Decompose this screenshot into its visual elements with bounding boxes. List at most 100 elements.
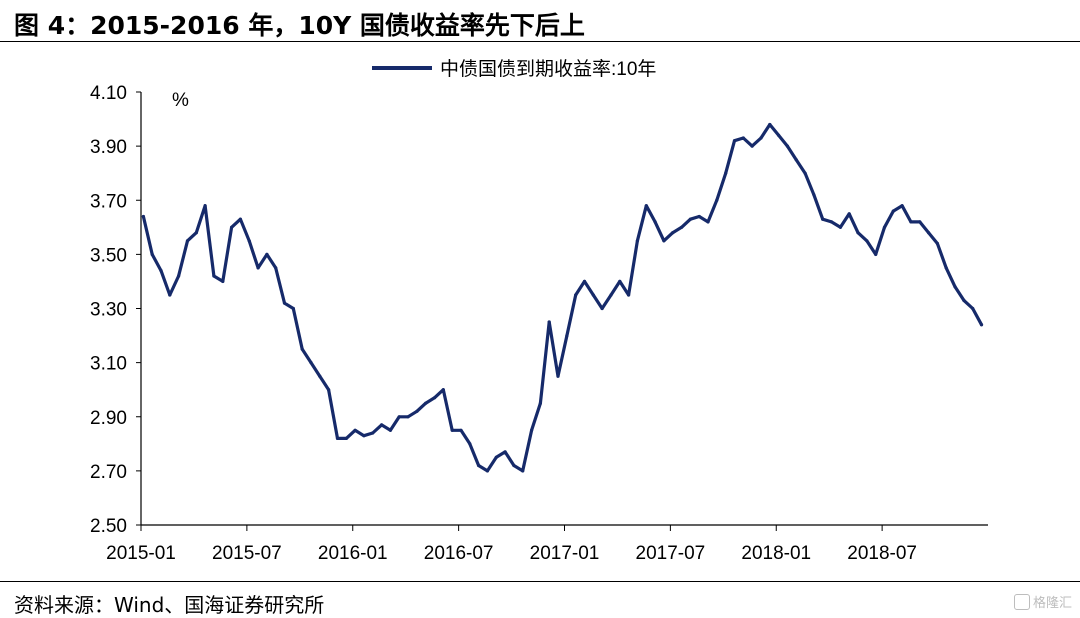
data-point xyxy=(300,347,304,351)
y-tick-label: 3.30 xyxy=(90,300,127,321)
watermark-text: 格隆汇 xyxy=(1032,596,1072,611)
x-tick-label: 2017-01 xyxy=(530,543,600,564)
data-point xyxy=(927,231,931,235)
data-point xyxy=(530,428,534,432)
y-tick-label: 3.70 xyxy=(90,191,127,212)
data-point xyxy=(909,220,913,224)
data-point xyxy=(185,239,190,243)
x-tick-label: 2016-07 xyxy=(424,543,494,564)
data-point xyxy=(794,158,798,162)
legend: 中债国债到期收益率:10年 xyxy=(372,58,656,80)
title-rule xyxy=(0,41,1080,42)
data-point xyxy=(785,144,790,148)
data-point xyxy=(680,225,684,229)
data-point xyxy=(803,171,807,175)
data-point xyxy=(512,463,516,468)
data-point xyxy=(441,388,445,392)
data-point xyxy=(150,252,154,256)
x-tick-label: 2018-01 xyxy=(741,543,811,564)
data-point xyxy=(371,431,375,435)
data-point xyxy=(238,217,242,221)
data-point xyxy=(485,469,489,473)
axes xyxy=(140,92,988,526)
data-point xyxy=(618,279,622,283)
x-tick-label: 2016-01 xyxy=(318,543,388,564)
y-tick-label: 2.70 xyxy=(90,462,127,483)
watermark: 格隆汇 xyxy=(1013,592,1072,611)
data-point xyxy=(715,198,719,202)
data-point xyxy=(291,306,295,311)
data-point xyxy=(953,285,957,289)
data-point xyxy=(935,241,940,246)
series-line xyxy=(141,122,984,473)
x-axis-ticks: 2015-01 2015-07 2016-01 2016-07 2017-01 2017-… xyxy=(106,525,917,564)
data-point xyxy=(327,388,331,392)
watermark-logo-icon xyxy=(1013,593,1030,610)
data-point xyxy=(856,231,860,235)
data-point xyxy=(882,225,887,229)
data-point xyxy=(962,298,966,302)
data-point xyxy=(344,436,348,440)
data-point xyxy=(397,415,401,419)
data-point xyxy=(662,239,666,243)
data-point xyxy=(971,306,975,311)
y-tick-label: 3.90 xyxy=(90,137,127,158)
data-point xyxy=(671,231,675,235)
data-point xyxy=(635,239,640,243)
data-point xyxy=(468,442,472,446)
data-point xyxy=(741,136,745,140)
data-point xyxy=(591,293,595,297)
data-point xyxy=(415,409,419,413)
data-point xyxy=(900,204,904,208)
data-point xyxy=(865,239,869,243)
x-tick-label: 2018-07 xyxy=(847,543,917,564)
data-point xyxy=(380,423,384,427)
data-point xyxy=(653,220,657,224)
data-point xyxy=(212,274,216,278)
data-point xyxy=(979,323,984,327)
data-point xyxy=(918,220,922,224)
data-point xyxy=(274,266,278,270)
data-point xyxy=(565,334,569,338)
data-point xyxy=(406,415,410,419)
data-point xyxy=(706,220,710,224)
data-point xyxy=(732,139,737,143)
data-point xyxy=(221,279,225,283)
y-tick-label: 3.10 xyxy=(90,354,127,375)
data-point xyxy=(141,214,145,219)
data-point xyxy=(688,217,693,221)
data-point xyxy=(450,428,454,432)
data-point xyxy=(362,434,366,438)
data-point xyxy=(159,269,163,273)
data-point xyxy=(265,252,269,256)
data-point xyxy=(432,396,437,400)
series-layer xyxy=(141,122,984,473)
data-point xyxy=(829,220,834,224)
data-point xyxy=(768,122,772,127)
data-point xyxy=(777,133,781,137)
source-rule xyxy=(0,581,1080,582)
figure-title: 图 4：2015-2016 年，10Y 国债收益率先下后上 xyxy=(14,11,585,40)
x-tick-label: 2015-01 xyxy=(106,543,176,564)
data-point xyxy=(944,266,948,270)
data-point xyxy=(230,225,234,229)
data-point xyxy=(388,428,392,432)
data-point xyxy=(318,374,322,378)
data-point xyxy=(459,428,463,432)
data-point xyxy=(424,401,428,405)
y-tick-label: 3.50 xyxy=(90,245,127,266)
legend-label: 中债国债到期收益率:10年 xyxy=(440,58,656,80)
data-point xyxy=(477,463,481,468)
data-point xyxy=(547,320,551,324)
data-point xyxy=(494,455,498,459)
data-point xyxy=(335,436,340,440)
data-point xyxy=(353,428,357,432)
data-point xyxy=(847,212,851,216)
data-point xyxy=(503,450,507,454)
data-point xyxy=(247,239,251,243)
y-unit-label: % xyxy=(172,90,189,111)
data-point xyxy=(812,193,816,197)
data-point xyxy=(177,274,181,278)
data-point xyxy=(644,204,648,208)
